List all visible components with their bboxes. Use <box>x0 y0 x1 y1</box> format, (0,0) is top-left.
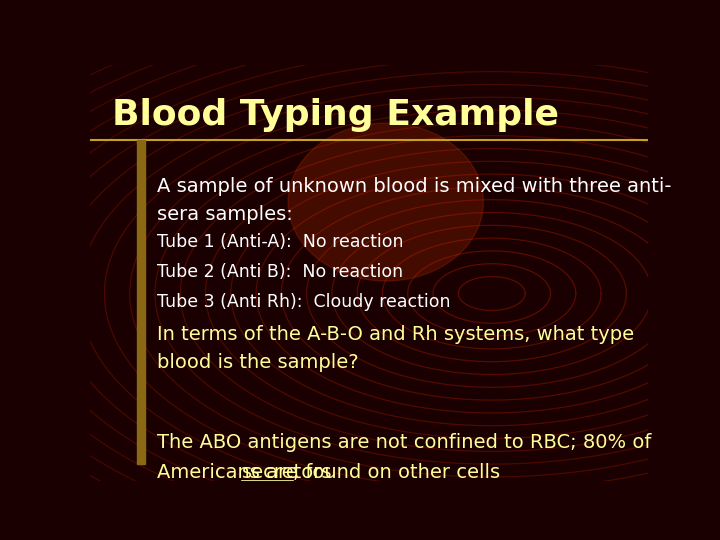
Text: blood is the sample?: blood is the sample? <box>157 353 359 372</box>
Text: Tube 1 (Anti-A):  No reaction: Tube 1 (Anti-A): No reaction <box>157 233 403 251</box>
Text: Americans are: Americans are <box>157 463 304 482</box>
Text: In terms of the A-B-O and Rh systems, what type: In terms of the A-B-O and Rh systems, wh… <box>157 325 634 343</box>
Text: The ABO antigens are not confined to RBC; 80% of: The ABO antigens are not confined to RBC… <box>157 433 652 452</box>
Ellipse shape <box>288 123 483 281</box>
Text: sera samples:: sera samples: <box>157 205 293 224</box>
Text: , found on other cells: , found on other cells <box>293 463 500 482</box>
Text: Tube 2 (Anti B):  No reaction: Tube 2 (Anti B): No reaction <box>157 263 403 281</box>
Text: secretors: secretors <box>242 463 332 482</box>
Text: Tube 3 (Anti Rh):  Cloudy reaction: Tube 3 (Anti Rh): Cloudy reaction <box>157 293 451 311</box>
Text: Blood Typing Example: Blood Typing Example <box>112 98 559 132</box>
Bar <box>138 140 145 464</box>
Text: A sample of unknown blood is mixed with three anti-: A sample of unknown blood is mixed with … <box>157 177 672 196</box>
